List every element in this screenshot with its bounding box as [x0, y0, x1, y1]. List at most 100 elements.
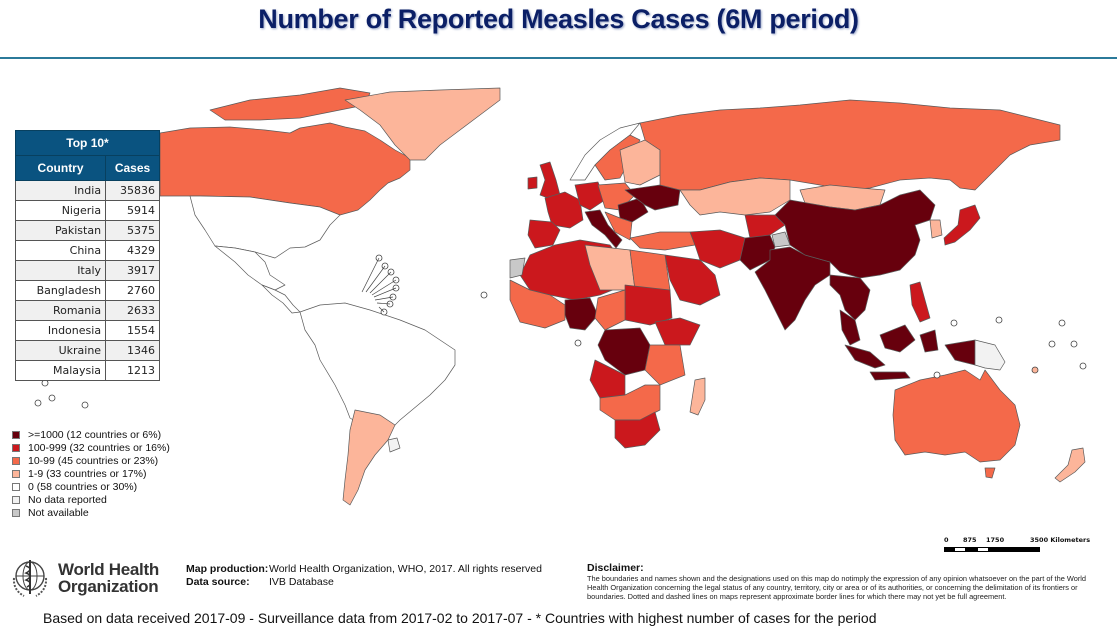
region-tasmania — [984, 467, 996, 479]
map-credits: Map production:World Health Organization… — [186, 563, 542, 589]
cases-cell: 4329 — [105, 240, 160, 261]
country-cell: India — [14, 180, 107, 201]
country-cell: Ukraine — [14, 340, 107, 361]
table-row: Romania 2633 — [14, 300, 160, 321]
top10-table: Top 10* Country Cases India 35836 Nigeria 5… — [14, 130, 160, 381]
region-france — [544, 191, 584, 229]
region-west-africa — [509, 279, 566, 329]
region-germany — [574, 181, 606, 211]
who-logo: World Health Organization — [8, 556, 159, 600]
map-legend: >=1000 (12 countries or 6%) 100-999 (32 c… — [12, 428, 170, 519]
region-mexico — [214, 245, 286, 291]
island-marker-1-9 — [1031, 366, 1039, 374]
region-japan — [943, 204, 981, 246]
region-argentina — [342, 409, 396, 506]
region-east-africa — [644, 344, 686, 386]
legend-swatch — [12, 482, 20, 491]
who-name-line1: World Health — [58, 560, 159, 579]
cases-cell: 35836 — [105, 180, 160, 201]
cases-cell: 1213 — [105, 360, 160, 381]
region-western-sahara — [509, 257, 526, 279]
legend-swatch — [12, 469, 20, 478]
region-uk — [539, 161, 561, 199]
country-cell: Italy — [14, 260, 107, 281]
who-name-line2: Organization — [58, 577, 159, 596]
table-row: Ukraine 1346 — [14, 340, 160, 361]
country-cell: Nigeria — [14, 200, 107, 221]
title-divider — [0, 57, 1117, 59]
scale-label-0: 0 — [944, 536, 949, 544]
region-korea — [929, 219, 943, 239]
scale-label-3500: 3500 Kilometers — [1030, 536, 1091, 544]
table-row: Malaysia 1213 — [14, 360, 160, 381]
legend-label: 1-9 (33 countries or 17%) — [28, 467, 147, 480]
column-header-country: Country — [14, 155, 107, 181]
disclaimer-text: The boundaries and names shown and the d… — [587, 574, 1087, 601]
country-cell: China — [14, 240, 107, 261]
disclaimer: Disclaimer: The boundaries and names sho… — [587, 562, 1107, 601]
legend-item: 100-999 (32 countries or 16%) — [12, 441, 170, 454]
cases-cell: 5375 — [105, 220, 160, 241]
data-source-label: Data source: — [186, 576, 250, 588]
scale-bar: 0 875 1750 3500 Kilometers — [943, 536, 1093, 554]
table-row: India 35836 — [14, 180, 160, 201]
region-romania — [617, 197, 649, 223]
cases-cell: 3917 — [105, 260, 160, 281]
region-united-states — [189, 195, 341, 259]
legend-item: No data reported — [12, 493, 170, 506]
region-central-america — [261, 284, 301, 314]
legend-swatch — [12, 456, 20, 465]
table-row: Pakistan 5375 — [14, 220, 160, 241]
region-south-america — [299, 302, 456, 431]
region-middle-east — [689, 229, 746, 269]
who-emblem-icon — [12, 560, 48, 597]
region-southern-africa — [599, 384, 661, 421]
region-southeast-asia — [829, 274, 871, 321]
region-uruguay — [387, 437, 401, 453]
legend-item: 0 (58 countries or 30%) — [12, 480, 170, 493]
country-cell: Indonesia — [14, 320, 107, 341]
region-greenland — [344, 87, 501, 161]
region-drc — [597, 327, 651, 376]
region-south-africa — [614, 411, 661, 449]
region-balkans — [604, 211, 633, 241]
legend-label: Not available — [28, 506, 89, 519]
region-ethiopia — [654, 317, 701, 346]
column-header-cases: Cases — [105, 155, 160, 181]
legend-item: 1-9 (33 countries or 17%) — [12, 467, 170, 480]
legend-swatch — [12, 508, 20, 517]
table-row: Nigeria 5914 — [14, 200, 160, 221]
region-norway — [569, 122, 641, 181]
region-malaysia — [839, 309, 861, 346]
region-kazakhstan — [679, 177, 791, 216]
data-source-value: IVB Database — [269, 576, 334, 588]
legend-item: 10-99 (45 countries or 23%) — [12, 454, 170, 467]
map-production-value: World Health Organization, WHO, 2017. Al… — [269, 563, 542, 575]
table-row: Italy 3917 — [14, 260, 160, 281]
region-australia — [892, 369, 1021, 463]
legend-swatch — [12, 495, 20, 504]
table-row: Bangladesh 2760 — [14, 280, 160, 301]
cases-cell: 5914 — [105, 200, 160, 221]
table-row: Indonesia 1554 — [14, 320, 160, 341]
country-cell: Pakistan — [14, 220, 107, 241]
scale-label-875: 875 — [963, 536, 977, 544]
scale-label-1750: 1750 — [986, 536, 1005, 544]
region-philippines — [909, 281, 931, 323]
table-row: China 4329 — [14, 240, 160, 261]
country-cell: Malaysia — [14, 360, 107, 381]
legend-label: 10-99 (45 countries or 23%) — [28, 454, 159, 467]
legend-item: Not available — [12, 506, 170, 519]
footer-note: Based on data received 2017-09 - Surveil… — [43, 610, 877, 626]
region-png — [974, 339, 1006, 371]
map-production-label: Map production: — [186, 563, 269, 575]
region-ireland — [527, 176, 538, 190]
cases-cell: 1554 — [105, 320, 160, 341]
legend-swatch — [12, 430, 20, 439]
legend-label: 0 (58 countries or 30%) — [28, 480, 138, 493]
scale-bar-graphic — [944, 547, 1040, 552]
region-saudi-arabia — [664, 254, 721, 306]
country-cell: Romania — [14, 300, 107, 321]
map-title: Number of Reported Measles Cases (6M per… — [258, 4, 859, 34]
region-canada-islands — [209, 87, 371, 121]
